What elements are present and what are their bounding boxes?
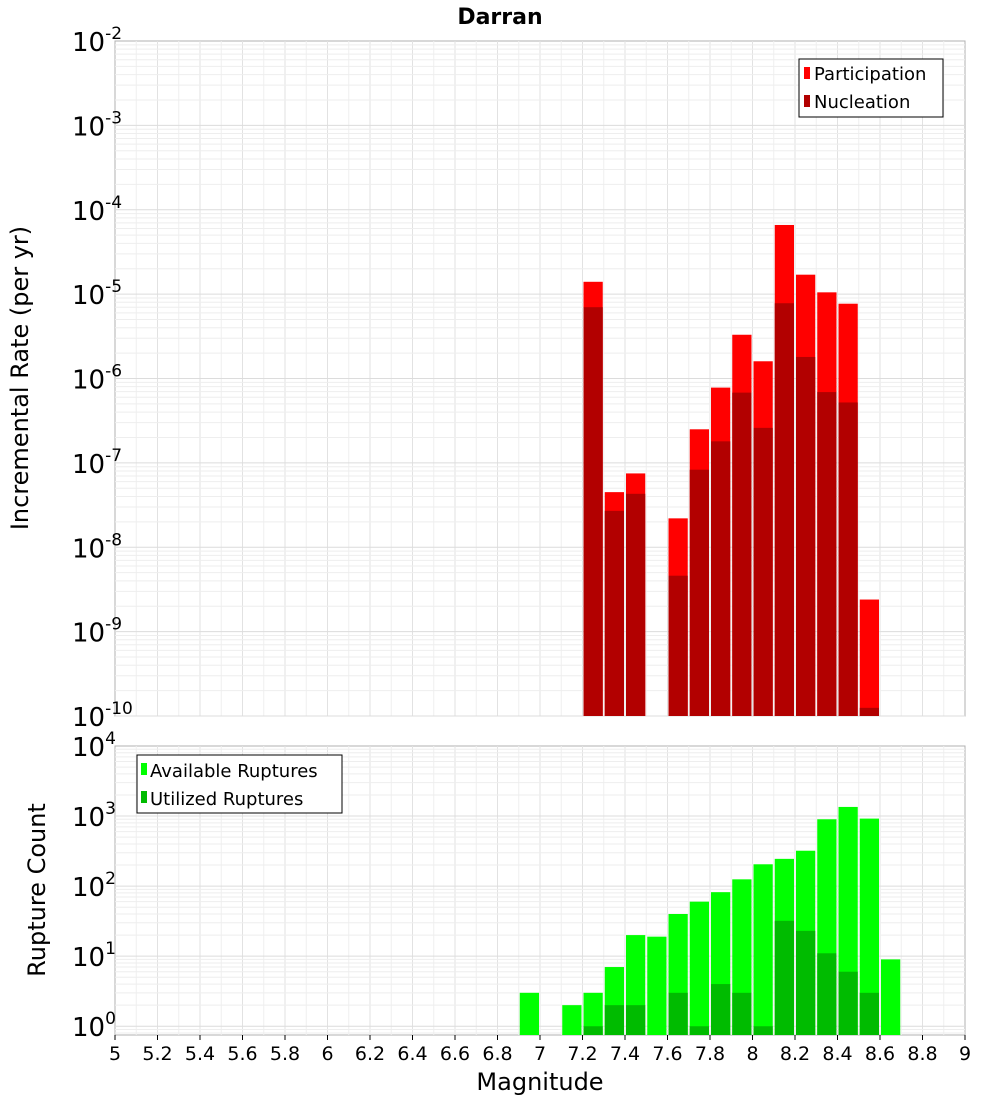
x-tick-label: 8.2 bbox=[780, 1043, 810, 1065]
x-tick-label: 6 bbox=[321, 1043, 333, 1065]
top-bars bbox=[583, 224, 879, 716]
bar-utilized-ruptures bbox=[668, 992, 688, 1035]
bar-utilized-ruptures bbox=[689, 1026, 709, 1035]
y-tick-label: 10-3 bbox=[72, 108, 122, 142]
bottom-panel: 100 101 102 103 104 5 5.2 5.4 5.6 5.8 6 6.2 6.4 6.6 6… bbox=[23, 729, 971, 1096]
x-tick-label: 5 bbox=[109, 1043, 121, 1065]
y-tick-label: 100 bbox=[72, 1009, 116, 1043]
bar-utilized-ruptures bbox=[583, 1026, 603, 1035]
x-tick-label: 8.4 bbox=[822, 1043, 852, 1065]
top-legend-box bbox=[798, 58, 944, 118]
bar-available-ruptures bbox=[881, 959, 901, 1035]
y-tick-label: 10-4 bbox=[72, 193, 122, 227]
x-tick-label: 5.2 bbox=[142, 1043, 172, 1065]
legend-swatch-utilized bbox=[141, 791, 147, 803]
x-tick-label: 8.6 bbox=[865, 1043, 895, 1065]
x-tick-label: 6.6 bbox=[440, 1043, 470, 1065]
y-tick-label: 10-2 bbox=[72, 24, 122, 58]
y-tick-label: 101 bbox=[72, 939, 116, 973]
y-tick-label: 10-5 bbox=[72, 277, 122, 311]
bar-utilized-ruptures bbox=[774, 920, 794, 1035]
bottom-y-tick-labels: 100 101 102 103 104 bbox=[72, 729, 116, 1043]
top-y-tick-labels: 10-10 10-9 10-8 10-7 10-6 10-5 10-4 10-3 10-2 bbox=[72, 24, 133, 733]
y-tick-label: 102 bbox=[72, 869, 116, 903]
top-y-axis-label: Incremental Rate (per yr) bbox=[6, 226, 34, 530]
bar-nucleation bbox=[668, 575, 688, 716]
x-tick-label: 8.8 bbox=[907, 1043, 937, 1065]
x-tick-label: 6.4 bbox=[397, 1043, 427, 1065]
bar-nucleation bbox=[838, 402, 858, 716]
bar-utilized-ruptures bbox=[817, 953, 837, 1035]
y-tick-label: 10-9 bbox=[72, 615, 122, 649]
bottom-legend: Available Ruptures Utilized Ruptures bbox=[136, 754, 343, 814]
bar-available-ruptures bbox=[753, 864, 773, 1035]
bottom-bars bbox=[519, 806, 901, 1035]
x-tick-labels: 5 5.2 5.4 5.6 5.8 6 6.2 6.4 6.6 6.8 7 7.2 7.4 7.6 7.8 8… bbox=[109, 1035, 971, 1065]
legend-swatch-participation bbox=[804, 67, 810, 79]
y-tick-label: 10-7 bbox=[72, 446, 122, 480]
bar-available-ruptures bbox=[583, 992, 603, 1035]
y-tick-label: 10-8 bbox=[72, 530, 122, 564]
x-tick-label: 7.4 bbox=[610, 1043, 640, 1065]
bottom-y-axis-label: Rupture Count bbox=[23, 803, 51, 977]
x-tick-label: 5.6 bbox=[227, 1043, 257, 1065]
x-tick-label: 5.4 bbox=[185, 1043, 215, 1065]
legend-label-participation: Participation bbox=[814, 64, 926, 85]
bar-utilized-ruptures bbox=[796, 930, 816, 1035]
chart-title: Darran bbox=[457, 5, 542, 30]
bar-nucleation bbox=[817, 392, 837, 716]
bar-available-ruptures bbox=[689, 901, 709, 1035]
bar-utilized-ruptures bbox=[604, 1005, 624, 1035]
bar-utilized-ruptures bbox=[732, 992, 752, 1035]
bar-available-ruptures bbox=[519, 992, 539, 1035]
bar-nucleation bbox=[711, 441, 731, 716]
bar-nucleation bbox=[732, 392, 752, 716]
y-tick-label: 10-10 bbox=[72, 699, 133, 733]
legend-label-nucleation: Nucleation bbox=[814, 92, 910, 113]
bar-utilized-ruptures bbox=[626, 1005, 646, 1035]
bar-nucleation bbox=[689, 469, 709, 716]
y-tick-label: 10-6 bbox=[72, 362, 122, 396]
y-tick-label: 104 bbox=[72, 729, 116, 763]
x-tick-label: 7.8 bbox=[695, 1043, 725, 1065]
bar-utilized-ruptures bbox=[859, 992, 879, 1035]
x-tick-label: 8 bbox=[746, 1043, 758, 1065]
y-tick-label: 103 bbox=[72, 799, 116, 833]
x-tick-label: 6.2 bbox=[355, 1043, 385, 1065]
bar-utilized-ruptures bbox=[753, 1026, 773, 1035]
legend-label-available: Available Ruptures bbox=[150, 761, 318, 782]
x-tick-label: 7.6 bbox=[652, 1043, 682, 1065]
bar-nucleation bbox=[626, 493, 646, 716]
bar-participation bbox=[859, 599, 879, 716]
x-tick-label: 5.8 bbox=[270, 1043, 300, 1065]
bar-nucleation bbox=[859, 707, 879, 716]
bottom-legend-box bbox=[136, 754, 343, 814]
bar-nucleation bbox=[604, 510, 624, 716]
x-tick-label: 7 bbox=[534, 1043, 546, 1065]
x-tick-label: 9 bbox=[959, 1043, 971, 1065]
legend-swatch-nucleation bbox=[804, 95, 810, 107]
bar-utilized-ruptures bbox=[838, 971, 858, 1035]
bar-nucleation bbox=[753, 427, 773, 716]
legend-swatch-available bbox=[141, 763, 147, 775]
bar-nucleation bbox=[583, 307, 603, 716]
x-tick-label: 6.8 bbox=[482, 1043, 512, 1065]
x-tick-label: 7.2 bbox=[567, 1043, 597, 1065]
bar-available-ruptures bbox=[562, 1005, 582, 1035]
x-axis-label: Magnitude bbox=[476, 1068, 603, 1096]
bar-available-ruptures bbox=[859, 818, 879, 1035]
bar-available-ruptures bbox=[647, 936, 667, 1035]
legend-label-utilized: Utilized Ruptures bbox=[150, 789, 303, 810]
bar-nucleation bbox=[774, 303, 794, 716]
top-grid bbox=[115, 41, 965, 717]
bar-utilized-ruptures bbox=[711, 984, 731, 1035]
bar-nucleation bbox=[796, 356, 816, 716]
top-panel: 10-10 10-9 10-8 10-7 10-6 10-5 10-4 10-3 10-2 In… bbox=[6, 24, 966, 733]
top-legend: Participation Nucleation bbox=[798, 58, 944, 118]
